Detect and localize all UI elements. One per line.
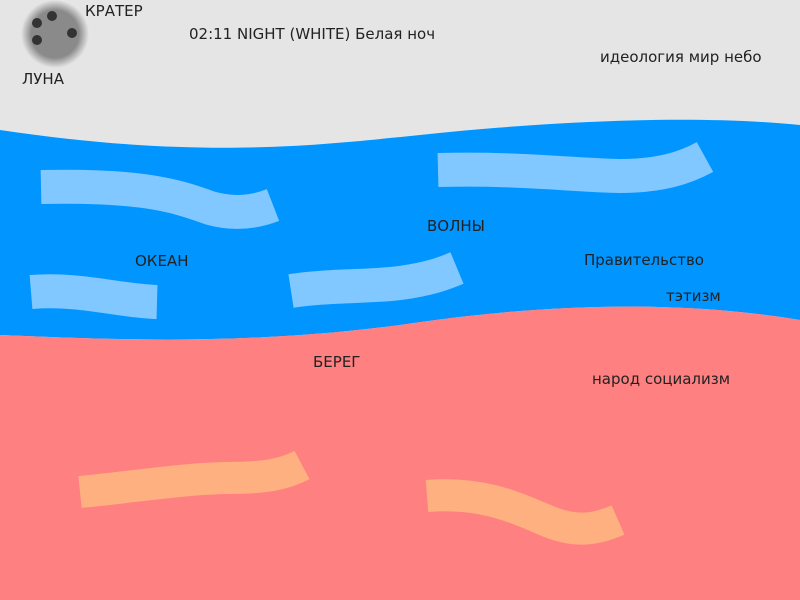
wave-streak-1 [40,169,280,229]
waves [29,141,714,319]
crater-1 [32,18,42,28]
ocean-label: ОКЕАН [135,252,189,270]
crater-3 [67,28,77,38]
crater-2 [47,11,57,21]
crater-4 [32,35,42,45]
shore-band [0,306,800,600]
people-label: народ социализм [592,370,731,388]
title-text: 02:11 NIGHT (WHITE) Белая ноч [189,25,436,43]
wave-streak-4 [288,252,464,308]
moon-disc [21,0,89,68]
wave-streak-2 [437,141,714,194]
etatism-label: тэтизм [666,287,721,305]
wave-streak-3 [29,274,158,319]
government-label: Правительство [584,251,704,269]
sand-streaks [78,450,625,545]
moon [21,0,89,68]
waves-label: ВОЛНЫ [427,217,485,235]
sand-streak-1 [78,450,310,508]
shore-label: БЕРЕГ [313,353,361,371]
crater-label: КРАТЕР [85,2,143,20]
moon-label: ЛУНА [22,70,64,88]
sky-caption: идеология мир небо [600,48,762,66]
sand-streak-2 [425,479,625,545]
